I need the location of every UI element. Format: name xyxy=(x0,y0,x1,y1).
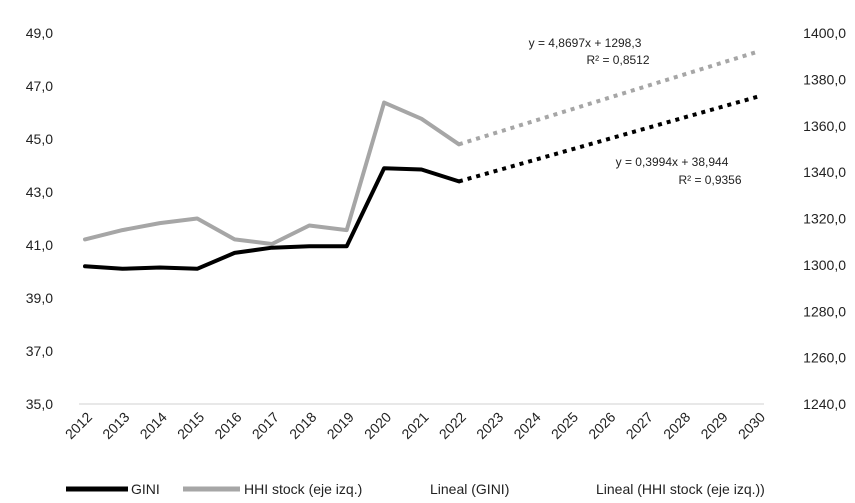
x-tick-label: 2016 xyxy=(211,409,244,442)
hhi-trend-r2: R² = 0,8512 xyxy=(586,53,649,67)
gini-trend-r2: R² = 0,9356 xyxy=(678,173,741,187)
left-y-tick-label: 35,0 xyxy=(26,396,53,412)
x-tick-label: 2027 xyxy=(623,409,656,442)
annotation-gini-trend: y = 0,3994x + 38,944 R² = 0,9356 xyxy=(616,155,742,187)
legend-label-hhi: HHI stock (eje izq.) xyxy=(244,481,362,497)
x-tick-label: 2022 xyxy=(436,409,469,442)
left-y-tick-label: 39,0 xyxy=(26,290,53,306)
hhi-trend-equation: y = 4,8697x + 1298,3 xyxy=(529,36,642,50)
legend-item-gini: GINI xyxy=(66,481,160,497)
series-line-hhi-stock-eje-izq xyxy=(83,100,461,246)
right-y-tick-label: 1340,0 xyxy=(803,164,846,180)
x-tick-label: 2020 xyxy=(361,409,394,442)
x-tick-label: 2023 xyxy=(473,409,506,442)
legend-item-hhi: HHI stock (eje izq.) xyxy=(183,481,362,497)
x-tick-label: 2030 xyxy=(735,409,768,442)
x-tick-label: 2019 xyxy=(323,409,356,442)
series-line-gini xyxy=(83,166,461,271)
left-y-tick-label: 49,0 xyxy=(26,25,53,41)
left-y-tick-label: 43,0 xyxy=(26,184,53,200)
x-tick-label: 2014 xyxy=(137,409,170,442)
right-y-tick-label: 1380,0 xyxy=(803,71,846,87)
right-y-tick-label: 1400,0 xyxy=(803,25,846,41)
series-line-lineal-gini xyxy=(458,94,759,184)
legend-label-gini: GINI xyxy=(131,481,160,497)
x-tick-label: 2028 xyxy=(660,409,693,442)
series-layer xyxy=(83,49,759,271)
right-y-axis: 1240,0 1260,0 1280,0 1300,0 1320,0 1340,0 1360… xyxy=(803,25,846,412)
left-y-axis: 35,0 37,0 39,0 41,0 43,0 45,0 47,0 49,0 xyxy=(26,25,53,412)
legend-label-lineal-gini: Lineal (GINI) xyxy=(430,481,509,497)
legend: GINI HHI stock (eje izq.) Lineal (GINI) … xyxy=(66,481,765,497)
right-y-tick-label: 1320,0 xyxy=(803,211,846,227)
right-y-tick-label: 1360,0 xyxy=(803,118,846,134)
left-y-tick-label: 47,0 xyxy=(26,78,53,94)
left-y-tick-label: 45,0 xyxy=(26,131,53,147)
legend-label-lineal-hhi: Lineal (HHI stock (eje izq.)) xyxy=(596,481,765,497)
right-y-tick-label: 1260,0 xyxy=(803,350,846,366)
x-tick-label: 2029 xyxy=(697,409,730,442)
legend-item-lineal-gini: Lineal (GINI) xyxy=(430,481,509,497)
x-tick-label: 2015 xyxy=(174,409,207,442)
x-tick-label: 2013 xyxy=(99,409,132,442)
left-y-tick-label: 37,0 xyxy=(26,343,53,359)
x-tick-label: 2021 xyxy=(398,409,431,442)
x-tick-label: 2012 xyxy=(62,409,95,442)
x-tick-label: 2025 xyxy=(548,409,581,442)
x-tick-label: 2017 xyxy=(249,409,282,442)
left-y-tick-label: 41,0 xyxy=(26,237,53,253)
x-axis: 2012 2013 2014 2015 2016 2017 2018 2019 2020 2021… xyxy=(62,403,768,442)
x-tick-label: 2026 xyxy=(585,409,618,442)
gini-trend-equation: y = 0,3994x + 38,944 xyxy=(616,155,729,169)
annotation-hhi-trend: y = 4,8697x + 1298,3 R² = 0,8512 xyxy=(529,36,650,67)
series-line-lineal-hhi-stock-eje-izq xyxy=(458,49,759,147)
right-y-tick-label: 1240,0 xyxy=(803,396,846,412)
x-tick-label: 2024 xyxy=(510,409,543,442)
right-y-tick-label: 1300,0 xyxy=(803,257,846,273)
right-y-tick-label: 1280,0 xyxy=(803,303,846,319)
legend-item-lineal-hhi: Lineal (HHI stock (eje izq.)) xyxy=(596,481,765,497)
x-tick-label: 2018 xyxy=(286,409,319,442)
